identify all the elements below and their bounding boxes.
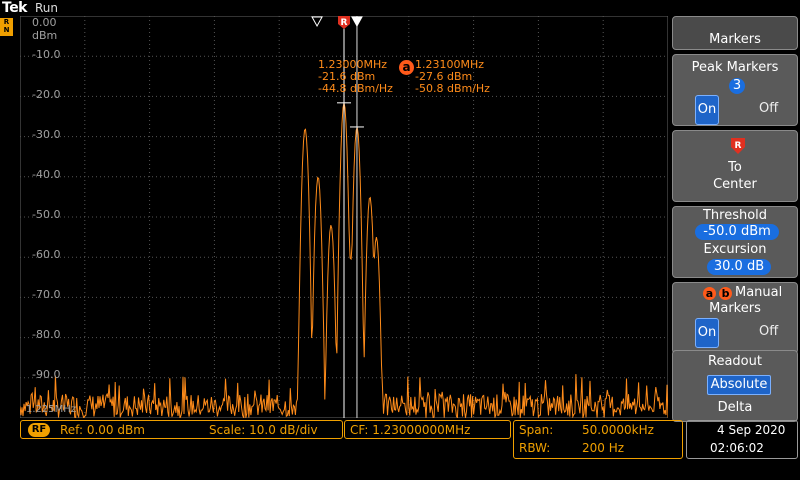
marker-a-amplitude: -21.6 dBm bbox=[318, 70, 376, 83]
menu-title: Markers bbox=[709, 32, 761, 47]
y-tick-label: -20.0 bbox=[32, 88, 61, 101]
span-label: Span: bbox=[519, 423, 554, 437]
brand-logo: Tek bbox=[2, 0, 28, 16]
date-time-box: 4 Sep 2020 02:06:02 bbox=[686, 420, 798, 459]
date: 4 Sep 2020 bbox=[717, 423, 786, 437]
to-center-line2: Center bbox=[713, 177, 757, 192]
reference-level: Ref: 0.00 dBm bbox=[60, 423, 145, 437]
y-tick-label: -70.0 bbox=[32, 288, 61, 301]
y-tick-label: -10.0 bbox=[32, 48, 61, 61]
threshold-value[interactable]: -50.0 dBm bbox=[695, 224, 779, 240]
marker-b-readout: 1.23100MHz -27.6 dBm -50.8 dBm/Hz bbox=[415, 59, 490, 95]
reference-marker-label: R bbox=[341, 18, 348, 28]
peak-markers-off-button[interactable]: Off bbox=[759, 101, 779, 116]
rbw-label: RBW: bbox=[519, 441, 551, 455]
acquisition-state: Run bbox=[35, 1, 59, 15]
to-center-panel[interactable]: R To Center bbox=[672, 130, 798, 202]
manual-markers-off-button[interactable]: Off bbox=[759, 324, 779, 339]
y-tick-label: -60.0 bbox=[32, 248, 61, 261]
peak-markers-count: 3 bbox=[729, 78, 745, 94]
excursion-value[interactable]: 30.0 dB bbox=[707, 259, 771, 275]
marker-a-icon: a bbox=[703, 287, 716, 300]
peak-marker-indicator bbox=[311, 16, 323, 28]
markers-side-menu: Markers Peak Markers 3 On Off R To Cente… bbox=[671, 16, 800, 422]
rf-channel-badge: RF bbox=[28, 423, 50, 437]
y-tick-label: -40.0 bbox=[32, 168, 61, 181]
reference-marker-icon: R bbox=[731, 138, 745, 154]
readout-label: Readout bbox=[708, 354, 762, 369]
y-tick-label: -80.0 bbox=[32, 328, 61, 341]
span-rbw-box[interactable]: Span: 50.0000kHz RBW: 200 Hz bbox=[513, 420, 683, 459]
readout-delta-button[interactable]: Delta bbox=[717, 400, 753, 415]
marker-a-readout: 1.23000MHz -21.6 dBm -44.8 dBm/Hz bbox=[318, 59, 393, 95]
manual-markers-line2: Markers bbox=[709, 301, 761, 316]
reference-marker-letter: R bbox=[735, 141, 742, 151]
center-frequency-box[interactable]: CF: 1.23000000MHz bbox=[344, 420, 511, 439]
marker-a-density: -44.8 dBm/Hz bbox=[318, 82, 393, 95]
excursion-label: Excursion bbox=[703, 242, 767, 257]
y-tick-label: -30.0 bbox=[32, 128, 61, 141]
threshold-panel[interactable]: Threshold -50.0 dBm Excursion 30.0 dB bbox=[672, 206, 798, 278]
marker-a-badge[interactable]: a bbox=[399, 60, 414, 75]
peak-markers-panel[interactable]: Peak Markers 3 On Off bbox=[672, 54, 798, 126]
readout-panel[interactable]: Readout Absolute Delta bbox=[672, 350, 798, 422]
peak-markers-on-button[interactable]: On bbox=[695, 95, 719, 125]
manual-markers-on-button[interactable]: On bbox=[695, 318, 719, 348]
center-frequency: CF: 1.23000000MHz bbox=[350, 423, 471, 437]
span-value: 50.0000kHz bbox=[582, 423, 654, 437]
top-bar: Tek Run bbox=[0, 0, 670, 16]
time: 02:06:02 bbox=[710, 441, 764, 455]
spectrum-plot[interactable]: R 0.00 dBm -10.0 -20.0 -30.0 -40.0 -50.0… bbox=[20, 16, 668, 418]
start-frequency-label: 1.225MHz bbox=[26, 404, 77, 415]
marker-lines: R bbox=[311, 16, 364, 418]
reference-level-label: 0.00 dBm bbox=[32, 16, 58, 42]
peak-markers-label: Peak Markers bbox=[691, 60, 779, 75]
spectrum-graticule[interactable]: R bbox=[20, 16, 668, 418]
marker-b-amplitude: -27.6 dBm bbox=[415, 70, 473, 83]
y-tick-label: -50.0 bbox=[32, 208, 61, 221]
reference-marker bbox=[338, 16, 350, 29]
marker-b-icon: b bbox=[719, 287, 732, 300]
y-tick-label: -90.0 bbox=[32, 368, 61, 381]
rf-settings-box[interactable]: RF Ref: 0.00 dBm Scale: 10.0 dB/div bbox=[20, 420, 343, 439]
marker-b-frequency: 1.23100MHz bbox=[415, 58, 485, 71]
marker-a-frequency: 1.23000MHz bbox=[318, 58, 388, 71]
readout-absolute-button[interactable]: Absolute bbox=[707, 375, 771, 395]
vertical-scale: Scale: 10.0 dB/div bbox=[209, 423, 318, 437]
marker-b-density: -50.8 dBm/Hz bbox=[415, 82, 490, 95]
to-center-line1: To bbox=[728, 160, 742, 175]
manual-markers-line1: Manual bbox=[735, 285, 783, 300]
threshold-label: Threshold bbox=[702, 208, 768, 223]
menu-title-panel: Markers bbox=[672, 16, 798, 50]
rbw-value: 200 Hz bbox=[582, 441, 625, 455]
peak-marker-indicator bbox=[351, 16, 363, 28]
manual-markers-panel[interactable]: a b Manual Markers On Off bbox=[672, 282, 798, 354]
status-bar: RF Ref: 0.00 dBm Scale: 10.0 dB/div CF: … bbox=[0, 420, 800, 480]
